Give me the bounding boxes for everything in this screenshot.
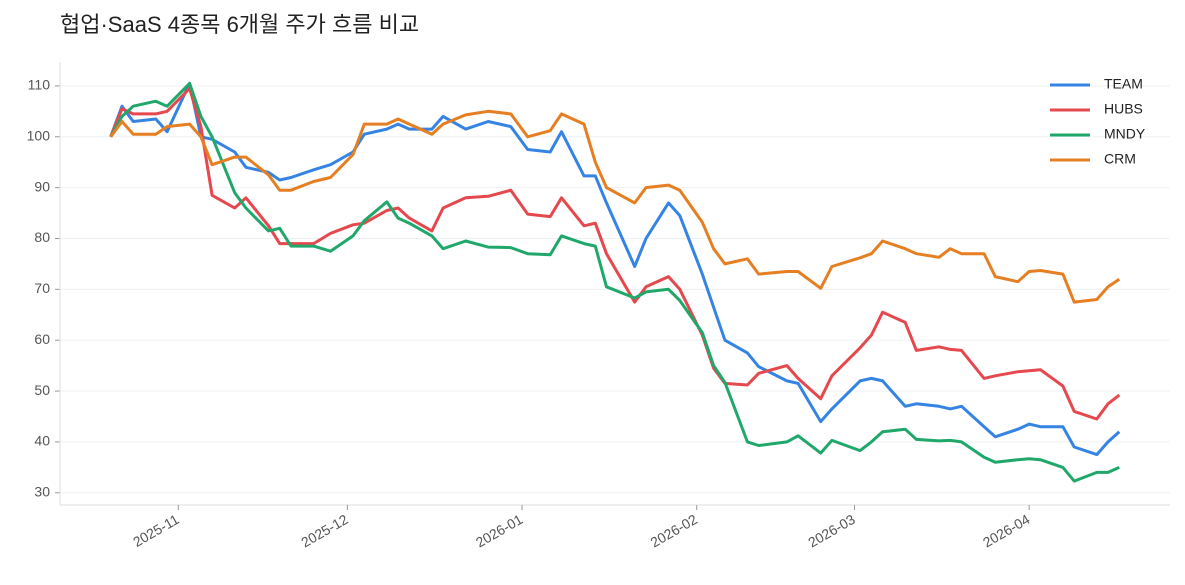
- legend-label: HUBS: [1104, 101, 1143, 117]
- y-tick-label: 70: [34, 280, 50, 296]
- chart-title: 협업·SaaS 4종목 6개월 주가 흐름 비교: [60, 12, 419, 37]
- legend-label: TEAM: [1104, 76, 1143, 92]
- y-tick-label: 80: [34, 229, 50, 245]
- series-line: [109, 81, 1120, 483]
- y-tick-label: 50: [34, 382, 50, 398]
- x-tick-label: 2026-04: [980, 511, 1033, 551]
- y-tick-label: 40: [34, 433, 50, 449]
- x-tick-label: 2026-03: [805, 511, 858, 551]
- x-tick-label: 2025-12: [298, 511, 351, 551]
- y-tick-label: 30: [34, 483, 50, 499]
- series-line: [109, 109, 1121, 304]
- x-tick-label: 2025-11: [130, 511, 182, 550]
- series-line: [109, 81, 1121, 457]
- x-tick-label: 2026-01: [473, 511, 526, 551]
- legend-label: CRM: [1104, 151, 1136, 167]
- y-tick-label: 90: [34, 178, 50, 194]
- y-tick-label: 110: [28, 77, 51, 93]
- x-tick-label: 2026-02: [648, 511, 701, 551]
- legend-label: MNDY: [1104, 126, 1146, 142]
- y-tick-label: 60: [34, 331, 50, 347]
- series-line: [109, 86, 1121, 421]
- y-tick-label: 100: [27, 127, 51, 143]
